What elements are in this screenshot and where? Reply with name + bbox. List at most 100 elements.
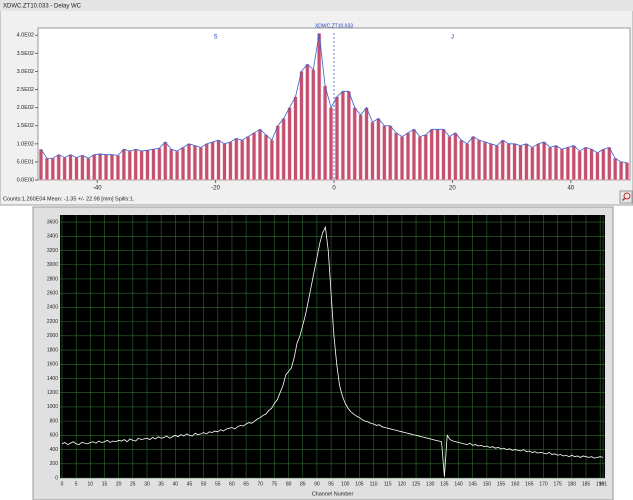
bar (275, 125, 280, 181)
bar (56, 154, 61, 181)
marker-label: J (451, 35, 454, 41)
x-tick-label: 30 (144, 481, 150, 487)
bar (281, 118, 286, 181)
y-tick-label: 2.5E02 (17, 87, 34, 93)
bar (459, 139, 464, 181)
bar (571, 145, 576, 181)
x-tick-label: 190 (596, 481, 605, 487)
x-tick-label: 0 (61, 481, 64, 487)
bar (80, 155, 85, 181)
x-tick-label: 160 (511, 481, 520, 487)
x-tick-label: 55 (215, 481, 221, 487)
x-tick-label: 125 (412, 481, 421, 487)
bar (175, 150, 180, 181)
y-tick-label: 1.5E02 (17, 123, 34, 129)
x-tick-label: 15 (102, 481, 108, 487)
bar (417, 136, 422, 181)
bar (50, 158, 55, 181)
bar (240, 139, 245, 181)
x-tick-label: 65 (243, 481, 249, 487)
y-tick-label: 0 (55, 475, 58, 481)
bar (494, 145, 499, 181)
x-tick-label: 60 (229, 481, 235, 487)
bar (376, 118, 381, 181)
bar (305, 63, 310, 181)
status-text: Counts:1.260E04 Mean: -1.35 +/- 22.98 [m… (3, 196, 135, 202)
bar (210, 141, 215, 181)
x-tick-label: 45 (187, 481, 193, 487)
bar (169, 148, 174, 181)
y-tick-label: 2200 (47, 319, 58, 325)
x-tick-label: 175 (554, 481, 563, 487)
y-tick-label: 4.0E02 (17, 33, 34, 39)
bar (68, 154, 73, 181)
y-tick-label: 3600 (47, 219, 58, 225)
zoom-button[interactable] (619, 190, 633, 204)
y-tick-label: 3400 (47, 234, 58, 240)
x-tick-label: 5 (75, 481, 78, 487)
bar (453, 132, 458, 181)
x-tick-label: 105 (355, 481, 364, 487)
y-tick-label: 1.0E02 (17, 141, 34, 147)
x-tick-label: 40 (173, 481, 179, 487)
signal-line (61, 225, 604, 477)
bar (157, 147, 162, 181)
cursor-label: XDWC.ZT10.033 (315, 23, 353, 29)
bar (38, 148, 43, 181)
y-tick-label: 3200 (47, 248, 58, 254)
bar (488, 143, 493, 181)
bar (559, 148, 564, 181)
bar (388, 125, 393, 181)
y-tick-label: 0.0E00 (17, 177, 34, 183)
x-tick-label: 100 (341, 481, 350, 487)
x-tick-label: 140 (454, 481, 463, 487)
y-tick-label: 1000 (47, 404, 58, 410)
bar (536, 143, 541, 181)
y-tick-label: 3.5E02 (17, 51, 34, 57)
bar (518, 145, 523, 181)
x-tick-label: -40 (93, 186, 102, 192)
x-tick-label: 150 (483, 481, 492, 487)
bar (186, 143, 191, 181)
bar (44, 158, 49, 181)
y-tick-label: 800 (50, 418, 59, 424)
zoom-handle[interactable] (621, 197, 626, 202)
zoom-icon[interactable] (623, 192, 631, 200)
bar (619, 161, 624, 181)
title-bar (0, 0, 633, 11)
y-tick-label: 1600 (47, 362, 58, 368)
x-tick-label: 75 (272, 481, 278, 487)
x-axis-label: Channel Number (312, 491, 354, 497)
bar (86, 158, 91, 181)
bar (62, 157, 67, 181)
bar (317, 33, 322, 181)
bar (133, 148, 138, 181)
x-tick-label: 95 (328, 481, 334, 487)
bar (204, 143, 209, 181)
bar (151, 148, 156, 181)
bar (198, 147, 203, 181)
bar (299, 71, 304, 181)
y-tick-label: 600 (50, 433, 59, 439)
y-tick-label: 200 (50, 461, 59, 467)
x-tick-label: 145 (469, 481, 478, 487)
bar (394, 132, 399, 181)
bar (565, 147, 570, 181)
bar (139, 150, 144, 181)
bar (553, 145, 559, 181)
x-tick-label: 165 (525, 481, 534, 487)
window-title: XDWC.ZT10.033 - Delay WC (3, 4, 82, 10)
bar (263, 134, 268, 181)
y-tick-label: 2.0E02 (17, 105, 34, 111)
x-tick-label: 80 (286, 481, 292, 487)
x-tick-label: 170 (539, 481, 548, 487)
bar (192, 145, 197, 181)
bar (512, 143, 517, 181)
bar (601, 148, 606, 181)
marker-label: S (214, 35, 218, 41)
bar (595, 152, 600, 181)
x-tick-label: 50 (201, 481, 207, 487)
bar (234, 138, 239, 181)
y-tick-label: 2400 (47, 305, 58, 311)
x-tick-label: 0 (332, 186, 336, 192)
